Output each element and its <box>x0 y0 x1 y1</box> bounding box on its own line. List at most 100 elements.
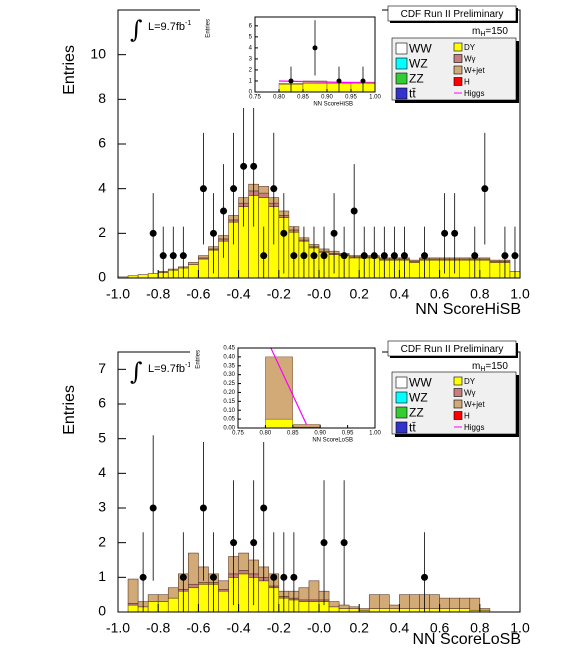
x-tick-label: -0.8 <box>146 620 170 636</box>
stack-bar <box>439 608 450 613</box>
stack-bar <box>188 583 199 589</box>
x-axis-label: NN ScoreLoSB <box>413 631 522 648</box>
stack-bar <box>308 601 320 613</box>
stack-bar <box>489 259 501 262</box>
data-point <box>169 252 177 260</box>
lumi-label: L=9.7fb-1 <box>148 20 191 33</box>
stack-bar <box>167 587 179 599</box>
stack-bar <box>292 424 321 428</box>
lumi-text: L=9.7fb <box>148 21 185 33</box>
stack-bar <box>198 255 209 259</box>
x-tick-label: -0.0 <box>307 286 331 302</box>
x-tick-label: -0.8 <box>146 286 170 302</box>
y-tick-label: 0.30 <box>223 372 235 378</box>
legend-swatch <box>453 411 463 420</box>
stack-bar <box>328 606 340 613</box>
legend-swatch <box>395 87 408 100</box>
x-tick-label: -0.0 <box>307 620 331 636</box>
stack-bar <box>238 573 249 613</box>
x-tick-label: 0.4 <box>390 286 410 302</box>
lumi-integral: ∫ <box>130 358 143 386</box>
legend-swatch <box>453 399 463 409</box>
stack-bar <box>479 259 491 279</box>
data-point <box>421 573 429 581</box>
legend-swatch <box>395 406 408 419</box>
data-point <box>280 229 288 237</box>
mass-label: mH=150 <box>472 26 508 38</box>
legend-swatch <box>453 65 463 75</box>
x-tick-label: 0.85 <box>287 431 299 437</box>
y-tick-label: 6 <box>98 135 106 151</box>
data-point <box>230 539 238 547</box>
data-point <box>288 78 294 84</box>
y-tick-label: 6 <box>249 23 253 29</box>
data-point <box>149 504 157 512</box>
lumi-integral: ∫ <box>130 16 143 44</box>
stack-bar <box>167 597 179 613</box>
data-point <box>340 539 348 547</box>
stack-bar <box>479 608 491 611</box>
stack-bar <box>265 418 293 429</box>
data-point <box>320 252 328 260</box>
stack-bar <box>409 262 420 279</box>
legend-label: W+jet <box>464 400 485 409</box>
lumi-box <box>126 15 208 55</box>
legend-swatch <box>453 376 463 386</box>
data-point <box>290 573 298 581</box>
legend-label: WZ <box>409 57 428 71</box>
data-point <box>400 252 408 260</box>
stack-bar <box>409 608 420 613</box>
x-tick-label: -1.0 <box>106 620 130 636</box>
legend-swatch <box>395 57 408 70</box>
x-tick-label: 0.6 <box>430 620 450 636</box>
y-tick-label: 0 <box>249 90 253 96</box>
stack-bar <box>188 262 199 265</box>
stack-bar <box>348 257 360 279</box>
legend-swatch <box>453 388 463 397</box>
data-point <box>270 185 278 193</box>
inset-y-label: Entries <box>196 350 202 369</box>
stack-bar <box>188 587 199 613</box>
stack-bar <box>308 580 320 601</box>
stack-bar <box>147 601 159 613</box>
x-tick-label: -1.0 <box>106 286 130 302</box>
x-tick-label: 0.75 <box>249 95 261 101</box>
x-tick-label: 0.4 <box>390 620 410 636</box>
title-box <box>387 340 517 357</box>
data-point <box>209 573 217 581</box>
x-tick-label: 0.2 <box>349 286 369 302</box>
x-tick-label: 0.80 <box>260 431 272 437</box>
legend-label: Wγ <box>464 55 476 64</box>
legend-label: WZ <box>409 391 428 405</box>
legend-label: H <box>464 412 470 421</box>
legend-label: Higgs <box>464 423 484 432</box>
legend-label: Higgs <box>464 89 484 98</box>
stack-bar <box>449 608 460 613</box>
stack-bar <box>218 590 229 613</box>
legend-label: WW <box>409 42 432 56</box>
lumi-label: L=9.7fb-1 <box>148 362 191 375</box>
stack-bar <box>459 597 471 609</box>
data-point <box>481 185 489 193</box>
y-tick-label: 0.05 <box>223 417 235 423</box>
title-box <box>387 5 517 22</box>
y-tick-label: 3 <box>98 499 106 515</box>
x-tick-label: 1.0 <box>510 286 530 302</box>
data-point <box>360 78 366 84</box>
inset-x-label: NN ScoreLoSB <box>312 438 353 444</box>
stack-bar <box>368 608 380 613</box>
data-point <box>199 504 207 512</box>
stack-bar <box>302 82 328 93</box>
data-point <box>250 539 258 547</box>
stack-bar <box>147 594 159 602</box>
stack-bar <box>449 597 460 609</box>
stack-bar <box>218 580 229 590</box>
x-tick-label: 1.0 <box>510 620 530 636</box>
y-tick-label: 0.35 <box>223 363 235 369</box>
stack-bar <box>198 258 209 279</box>
data-point <box>209 229 217 237</box>
chart-title: CDF Run II Preliminary <box>401 344 504 355</box>
data-point <box>260 252 268 260</box>
data-point <box>350 207 358 215</box>
